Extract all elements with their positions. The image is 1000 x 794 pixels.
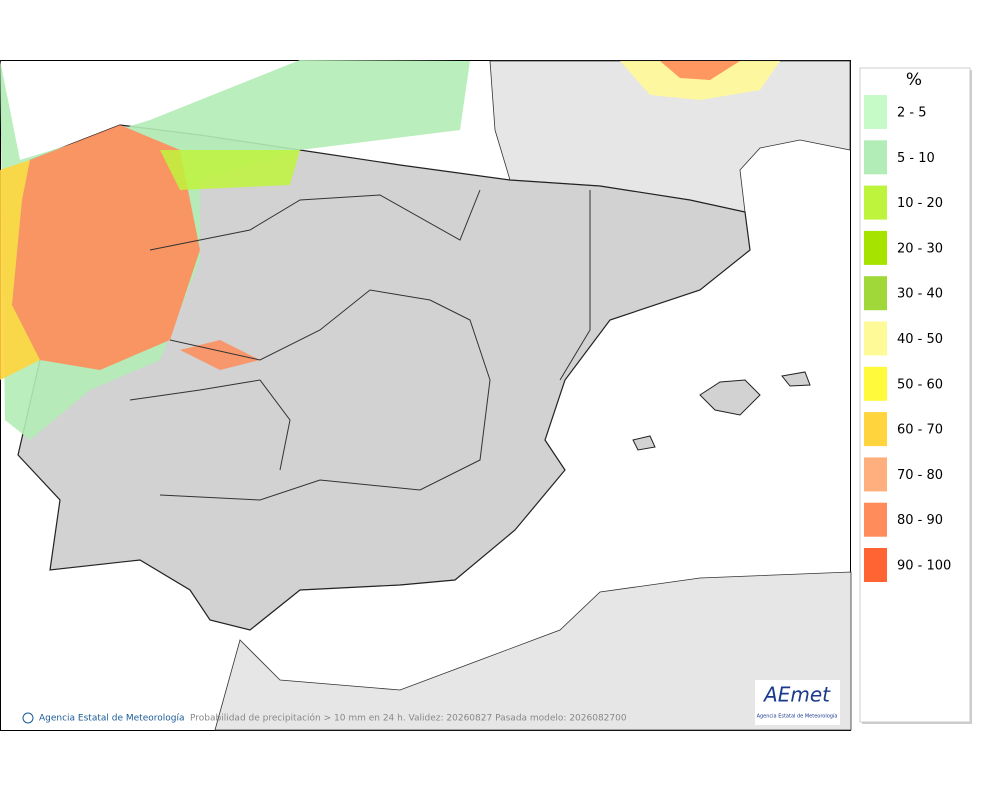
legend-label: 80 - 90 [897, 513, 943, 528]
region-borders [129, 189, 591, 501]
legend-swatch [864, 502, 887, 537]
legend-label: 20 - 30 [897, 241, 943, 256]
precip-zone-france-high [660, 61, 740, 80]
africa [214, 571, 852, 731]
border [559, 190, 591, 381]
legend-label: 30 - 40 [897, 287, 943, 302]
legend: % 2 - 5 5 - 10 10 - 20 20 - 30 30 - 40 40 - 5… [859, 67, 972, 724]
legend-label: 40 - 50 [897, 332, 943, 347]
legend-label: 70 - 80 [897, 468, 943, 483]
ibiza [632, 435, 656, 451]
border [159, 289, 491, 501]
copyright-icon [22, 712, 34, 724]
legend-swatch [864, 276, 887, 311]
border [149, 189, 481, 251]
agency-credit: Agencia Estatal de Meteorología [39, 714, 185, 724]
legend-title: % [906, 70, 922, 90]
legend-swatch [864, 321, 887, 356]
logo-name: AEmet [762, 683, 831, 707]
logo-box [755, 680, 840, 725]
precip-zone-high [12, 125, 200, 370]
legend-swatch [864, 185, 887, 220]
legend-label: 2 - 5 [897, 106, 927, 121]
map: Agencia Estatal de Meteorología Probabil… [0, 60, 852, 731]
france [489, 60, 851, 213]
precip-zone-cantabria [160, 150, 300, 190]
legend-label: 50 - 60 [897, 377, 943, 392]
legend-swatch [864, 412, 887, 447]
logo-subtitle: Agencia Estatal de Meteorología [757, 713, 838, 720]
mallorca [699, 379, 761, 416]
precip-zone-gredos [180, 340, 260, 370]
legend-swatch [864, 366, 887, 401]
legend-swatch [864, 457, 887, 492]
legend-swatch [864, 140, 887, 175]
legend-swatch [864, 95, 887, 129]
map-caption: Probabilidad de precipitación > 10 mm en… [190, 713, 627, 724]
precip-zone-france [620, 61, 780, 100]
legend-swatch [864, 548, 887, 582]
legend-label: 90 - 100 [897, 559, 951, 574]
border [129, 379, 291, 471]
legend-swatch [864, 230, 887, 265]
legend-label: 60 - 70 [897, 423, 943, 438]
legend-label: 10 - 20 [897, 196, 943, 211]
legend-label: 5 - 10 [897, 151, 935, 166]
menorca [781, 371, 811, 387]
precip-zone-mid [0, 160, 40, 380]
